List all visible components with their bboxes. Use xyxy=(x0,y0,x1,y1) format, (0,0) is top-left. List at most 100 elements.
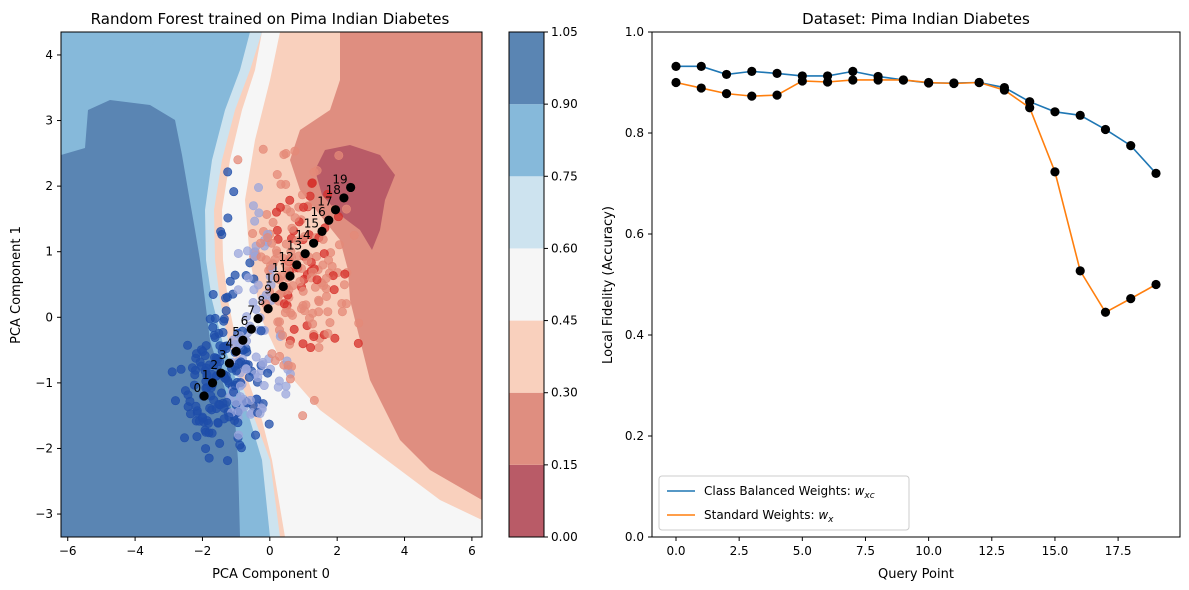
data-point xyxy=(223,456,233,466)
data-point xyxy=(323,189,333,199)
colorbar-tick-label: 0.90 xyxy=(551,97,578,111)
data-point xyxy=(249,285,259,295)
y-tick-label: 3 xyxy=(45,114,53,128)
data-point xyxy=(235,381,245,391)
data-point xyxy=(180,433,190,443)
query-point-label: 2 xyxy=(210,358,218,372)
point-standard xyxy=(1151,279,1161,290)
right-y-axis-label: Local Fidelity (Accuracy) xyxy=(601,206,616,364)
data-point xyxy=(305,191,315,201)
data-point xyxy=(330,333,340,343)
data-point xyxy=(285,374,295,384)
data-point xyxy=(256,326,266,336)
point-balanced xyxy=(671,61,681,71)
query-point xyxy=(224,358,234,368)
series-line-balanced xyxy=(676,65,1157,174)
colorbar-band xyxy=(509,32,544,105)
query-point xyxy=(207,378,218,388)
data-point xyxy=(233,430,243,440)
point-balanced xyxy=(1075,110,1085,120)
colorbar-tick-label: 0.30 xyxy=(551,386,578,400)
data-point xyxy=(337,307,347,317)
query-point-label: 18 xyxy=(326,183,341,197)
data-point xyxy=(273,273,283,283)
left-chart-title: Random Forest trained on Pima Indian Dia… xyxy=(91,10,450,28)
data-point xyxy=(334,240,344,250)
data-point xyxy=(268,217,278,227)
query-point-label: 10 xyxy=(265,271,280,285)
data-point xyxy=(323,307,333,317)
point-standard xyxy=(949,78,959,89)
data-point xyxy=(258,360,268,370)
data-point xyxy=(309,395,319,405)
data-point xyxy=(263,233,273,243)
fidelity-lines xyxy=(671,61,1161,317)
point-balanced xyxy=(1151,168,1161,178)
point-standard xyxy=(873,75,883,85)
query-point-label: 16 xyxy=(310,205,325,219)
data-point xyxy=(312,166,322,176)
query-point-label: 7 xyxy=(247,304,255,318)
data-point xyxy=(201,444,211,454)
legend-label-balanced: Class Balanced Weights: wxc xyxy=(704,484,875,501)
data-point xyxy=(208,289,218,299)
y-tick-label: 4 xyxy=(45,48,53,62)
query-point xyxy=(324,215,334,225)
data-point xyxy=(217,230,227,240)
colorbar: 0.00 0.15 0.30 0.45 0.60 0.75 0.90 1.05 xyxy=(508,25,578,544)
point-standard xyxy=(848,75,858,85)
data-point xyxy=(290,213,300,223)
colorbar-tick-label: 0.75 xyxy=(551,169,578,183)
x-tick-label: 10.0 xyxy=(915,544,942,558)
query-point-label: 6 xyxy=(241,314,249,328)
data-point xyxy=(297,190,307,200)
query-point-label: 5 xyxy=(232,325,240,339)
x-tick-label: −2 xyxy=(194,544,212,558)
data-point xyxy=(314,343,324,353)
left-chart: Random Forest trained on Pima Indian Dia… xyxy=(9,10,578,582)
x-tick-label: 17.5 xyxy=(1105,544,1132,558)
contour-region-105b xyxy=(61,32,160,100)
query-point-label: 4 xyxy=(225,336,233,350)
point-balanced xyxy=(1126,141,1136,151)
data-point xyxy=(251,430,261,440)
contour-region-060 xyxy=(222,32,482,537)
x-tick-label: 15.0 xyxy=(1042,544,1069,558)
data-point xyxy=(234,406,244,416)
data-point xyxy=(278,330,288,340)
query-point-label: 13 xyxy=(287,239,302,253)
point-standard xyxy=(721,89,732,99)
data-point xyxy=(255,409,265,419)
data-point xyxy=(210,353,220,363)
data-point xyxy=(270,254,280,264)
data-point xyxy=(283,360,293,370)
data-point xyxy=(314,297,324,307)
data-point xyxy=(217,388,227,398)
query-point-label: 12 xyxy=(278,250,293,264)
data-point xyxy=(285,195,295,205)
y-tick-label: 1 xyxy=(45,245,53,259)
right-chart: Dataset: Pima Indian Diabetes 0.0 2.5 5.0 7… xyxy=(601,10,1181,582)
data-point xyxy=(325,318,335,328)
x-tick-label: 4 xyxy=(401,544,409,558)
data-point xyxy=(245,258,255,268)
y-tick-label: −3 xyxy=(35,507,53,521)
query-point xyxy=(278,281,288,292)
data-point xyxy=(250,216,260,226)
colorbar-band xyxy=(509,104,544,177)
point-standard xyxy=(772,90,782,100)
data-point xyxy=(210,333,220,343)
query-point-label: 19 xyxy=(332,172,347,186)
point-balanced xyxy=(721,69,732,80)
query-point xyxy=(339,193,349,203)
data-point xyxy=(219,314,229,324)
query-point-label: 9 xyxy=(264,283,272,297)
data-point xyxy=(185,396,195,406)
query-point xyxy=(300,249,310,259)
data-point xyxy=(312,275,322,285)
data-point xyxy=(275,317,285,327)
data-point xyxy=(254,183,264,193)
data-point xyxy=(329,285,339,295)
colorbar-band xyxy=(509,320,544,393)
point-standard xyxy=(797,76,807,86)
